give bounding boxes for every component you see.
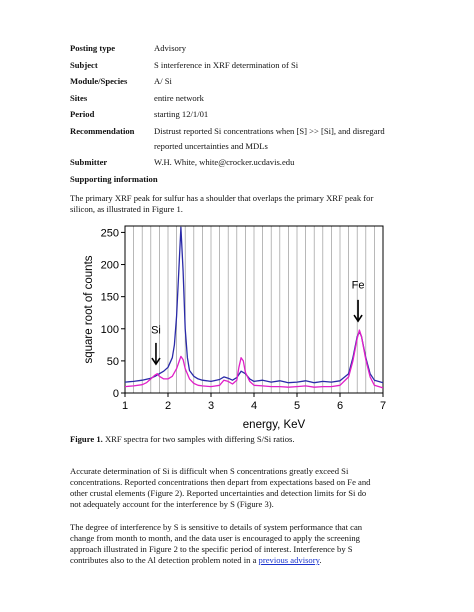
intro-paragraph: The primary XRF peak for sulfur has a sh…: [70, 193, 410, 215]
header-value: Distrust reported Si concentrations when…: [154, 126, 385, 136]
y-tick-label: 0: [113, 388, 119, 400]
paragraph-line: other crustal elements (Figure 2). Repor…: [70, 488, 367, 498]
fe-arrow-head: [353, 314, 363, 323]
paragraph-accuracy: Accurate determination of Si is difficul…: [70, 466, 410, 510]
x-axis-label: energy, KeV: [243, 419, 306, 431]
header-value: A/ Si: [154, 76, 172, 86]
y-tick-label: 150: [101, 292, 119, 304]
intro-line: silicon, as illustrated in Figure 1.: [70, 204, 183, 214]
x-tick-label: 2: [165, 400, 171, 412]
spectrum-series-2: [124, 329, 384, 389]
header-value: W.H. White, white@crocker.ucdavis.edu: [154, 157, 295, 167]
paragraph-line: concentrations. Reported concentrations …: [70, 477, 371, 487]
header-value: reported uncertainties and MDLs: [154, 141, 268, 151]
header-value: entire network: [154, 93, 204, 103]
y-tick-label: 50: [107, 356, 119, 368]
header-key: Subject: [70, 60, 98, 70]
y-tick-label: 250: [101, 227, 119, 239]
header-key: Sites: [70, 93, 88, 103]
header-key: Posting type: [70, 43, 116, 53]
paragraph-line: approach illustrated in Figure 2 to the …: [70, 544, 353, 554]
x-tick-label: 7: [380, 400, 386, 412]
figure-caption-label: Figure 1.: [70, 434, 103, 444]
xrf-spectrum-chart: 0 50 100 150 200 250 1 2 3 4 5 6 7 energy, KeV square …: [83, 225, 386, 431]
y-tick-label: 200: [101, 260, 119, 272]
y-tick-label: 100: [101, 324, 119, 336]
paragraph-line: change from month to month, and the data…: [70, 533, 360, 543]
header-key: Recommendation: [70, 126, 135, 136]
x-tick-label: 5: [294, 400, 300, 412]
paragraph-line: not adequately account for the interfere…: [70, 499, 274, 509]
header-value: S interference in XRF determination of S…: [154, 60, 299, 70]
peak-label: Si: [151, 324, 161, 336]
peak-label: Fe: [352, 279, 365, 291]
paragraph-interference: The degree of interference by S is sensi…: [70, 522, 410, 566]
header-value: Advisory: [154, 43, 186, 53]
paragraph-line: The degree of interference by S is sensi…: [70, 522, 363, 532]
header-key: Submitter: [70, 157, 108, 167]
paragraph-line-prefix: contributes also to the Al detection pro…: [70, 555, 259, 565]
x-tick-label: 3: [208, 400, 214, 412]
intro-line: The primary XRF peak for sulfur has a sh…: [70, 193, 374, 203]
previous-advisory-link[interactable]: previous advisory: [258, 555, 320, 565]
si-arrow-head: [151, 357, 161, 366]
paragraph-line-suffix: .: [319, 555, 322, 565]
figure-caption: Figure 1. XRF spectra for two samples wi…: [70, 434, 295, 445]
paragraph-last-line: contributes also to the Al detection pro…: [70, 555, 410, 566]
supporting-heading: Supporting information: [70, 174, 158, 184]
x-tick-label: 4: [251, 400, 257, 412]
y-axis-label: square root of counts: [83, 255, 95, 363]
header-key: Period: [70, 109, 95, 119]
header-key: Module/Species: [70, 76, 128, 86]
figure-caption-text: XRF spectra for two samples with differi…: [104, 434, 295, 444]
x-tick-label: 1: [122, 400, 128, 412]
spectrum-series-1: [124, 226, 384, 384]
x-tick-label: 6: [337, 400, 343, 412]
header-value: starting 12/1/01: [154, 109, 209, 119]
paragraph-line: Accurate determination of Si is difficul…: [70, 466, 349, 476]
